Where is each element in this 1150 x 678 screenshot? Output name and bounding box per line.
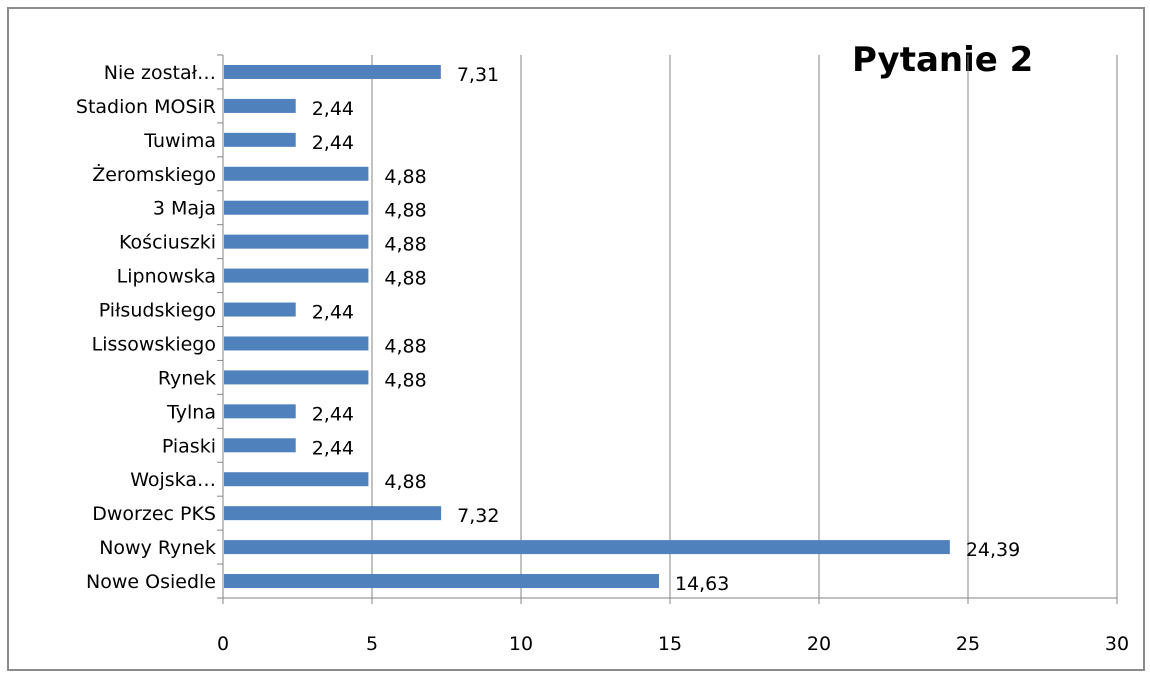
category-label: Kościuszki — [119, 232, 216, 254]
bar — [224, 64, 441, 79]
x-tick-label: 10 — [509, 633, 533, 655]
x-tick-label: 25 — [956, 633, 980, 655]
data-label: 2,44 — [312, 132, 354, 154]
bar — [224, 98, 296, 113]
bar — [224, 132, 296, 147]
bar — [224, 336, 369, 351]
category-label: Tuwima — [143, 130, 216, 152]
chart-title: Pytanie 2 — [852, 40, 1034, 80]
category-label: Stadion MOSiR — [76, 96, 216, 118]
category-label: Rynek — [158, 367, 216, 389]
bars — [224, 64, 950, 589]
data-label: 2,44 — [312, 302, 354, 324]
data-label: 2,44 — [312, 98, 354, 120]
category-label: Tylna — [166, 401, 216, 423]
data-label: 7,31 — [457, 64, 499, 86]
data-label: 14,63 — [675, 573, 729, 595]
labels: 0 5 10 15 20 25 30 Nie został… 7,31 Stadion MOSiR… — [76, 62, 1129, 655]
x-tick-label: 0 — [217, 633, 229, 655]
category-label: Nowe Osiedle — [86, 571, 216, 593]
x-tick-label: 20 — [807, 633, 831, 655]
bar — [224, 574, 659, 589]
bar — [224, 506, 442, 521]
category-label: Żeromskiego — [92, 163, 216, 186]
data-label: 4,88 — [384, 471, 426, 493]
bar — [224, 472, 369, 487]
bar — [224, 540, 950, 555]
data-label: 2,44 — [312, 403, 354, 425]
data-label: 4,88 — [384, 200, 426, 222]
data-label: 4,88 — [384, 166, 426, 188]
category-label: 3 Maja — [153, 198, 216, 220]
bar — [224, 302, 296, 317]
x-tick-label: 15 — [658, 633, 682, 655]
gridlines — [371, 55, 1118, 598]
x-tick-label: 5 — [366, 633, 378, 655]
bar — [224, 268, 369, 283]
x-tick-label: 30 — [1105, 633, 1129, 655]
bar — [224, 200, 369, 215]
bar — [224, 370, 369, 385]
axes — [217, 54, 1118, 604]
bar — [224, 166, 369, 181]
bar — [224, 234, 369, 249]
data-label: 7,32 — [457, 505, 499, 527]
category-label: Piaski — [162, 435, 216, 457]
data-label: 4,88 — [384, 234, 426, 256]
category-label: Piłsudskiego — [99, 300, 216, 322]
data-label: 4,88 — [384, 335, 426, 357]
category-label: Wojska… — [130, 469, 216, 491]
data-label: 4,88 — [384, 268, 426, 290]
data-label: 4,88 — [384, 369, 426, 391]
data-label: 24,39 — [966, 539, 1020, 561]
category-label: Lipnowska — [117, 266, 216, 288]
category-label: Lissowskiego — [92, 333, 216, 355]
category-label: Dworzec PKS — [92, 503, 216, 525]
chart-frame — [7, 7, 1145, 671]
category-label: Nowy Rynek — [99, 537, 216, 559]
category-label: Nie został… — [104, 62, 216, 84]
data-label: 2,44 — [312, 437, 354, 459]
bar — [224, 438, 296, 453]
bar — [224, 404, 296, 419]
